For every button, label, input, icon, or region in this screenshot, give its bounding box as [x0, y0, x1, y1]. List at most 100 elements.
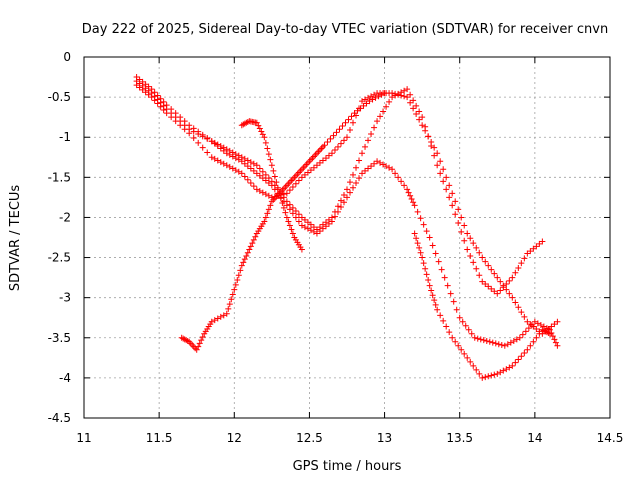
data-point	[327, 135, 334, 142]
data-point	[440, 178, 447, 185]
data-point	[546, 330, 553, 337]
data-point	[333, 129, 340, 136]
data-point	[371, 124, 378, 131]
series-track-5	[238, 118, 305, 253]
data-point	[279, 200, 286, 207]
data-point	[250, 183, 257, 190]
data-point	[377, 159, 384, 166]
data-point	[432, 301, 439, 308]
data-point	[473, 244, 480, 251]
data-point	[340, 191, 347, 198]
data-point	[177, 118, 184, 125]
data-point	[437, 158, 444, 165]
data-point	[368, 131, 375, 138]
series-track-1	[133, 82, 561, 337]
data-point	[365, 94, 372, 101]
data-point	[365, 137, 372, 144]
data-point	[404, 186, 411, 193]
data-point	[310, 164, 317, 171]
data-point	[342, 119, 349, 126]
data-point	[377, 113, 384, 120]
data-point	[524, 346, 531, 353]
data-point	[196, 340, 203, 347]
data-point	[331, 208, 338, 215]
data-point	[256, 187, 263, 194]
data-point	[344, 194, 350, 201]
data-point	[363, 100, 370, 107]
data-point	[298, 246, 305, 253]
data-point	[253, 119, 260, 126]
data-point	[321, 142, 328, 149]
data-point	[232, 151, 239, 158]
data-point	[470, 240, 477, 247]
data-point	[340, 199, 347, 206]
data-point	[383, 103, 390, 110]
data-point	[407, 192, 414, 199]
data-point	[142, 85, 149, 92]
data-point	[288, 226, 295, 233]
data-point	[417, 249, 424, 256]
x-tick-label: 11	[76, 431, 91, 445]
data-point	[163, 106, 170, 113]
y-tick-label: -2.5	[48, 251, 71, 265]
data-point	[258, 128, 265, 135]
data-point	[530, 245, 537, 252]
data-point	[489, 339, 496, 346]
data-point	[208, 154, 215, 161]
data-point	[483, 337, 490, 344]
data-point	[476, 249, 483, 256]
data-point	[551, 336, 558, 343]
data-point	[513, 336, 520, 343]
data-point	[304, 169, 311, 176]
data-point	[533, 334, 540, 341]
plot-frame	[83, 56, 611, 419]
data-point	[503, 286, 510, 293]
data-point	[518, 309, 525, 316]
data-point	[452, 338, 459, 345]
data-point	[431, 297, 438, 304]
data-point	[414, 240, 421, 247]
data-point	[525, 325, 532, 332]
data-point	[365, 165, 372, 172]
data-point	[449, 202, 456, 209]
data-point	[225, 305, 232, 312]
y-axis-title: SDTVAR / TECUs	[8, 185, 23, 292]
data-point	[262, 214, 269, 221]
data-point	[316, 159, 323, 166]
data-point	[368, 163, 375, 170]
data-point	[331, 147, 338, 154]
data-point	[425, 277, 432, 284]
data-point	[214, 157, 221, 164]
data-point	[482, 281, 489, 288]
data-point	[340, 137, 347, 144]
data-point	[229, 149, 236, 156]
data-point	[244, 157, 251, 164]
data-point	[549, 333, 556, 340]
data-point	[512, 269, 519, 276]
data-point	[226, 301, 233, 308]
data-point	[347, 179, 354, 186]
data-point	[250, 236, 257, 243]
data-point	[267, 156, 274, 163]
y-tick-label: -2	[59, 210, 71, 224]
data-point	[506, 277, 513, 284]
data-layer	[133, 74, 561, 381]
data-point	[273, 179, 280, 186]
data-point	[255, 122, 262, 129]
data-point	[249, 240, 256, 247]
data-point	[145, 87, 152, 94]
data-point	[259, 189, 266, 196]
data-point	[512, 299, 519, 306]
data-point	[337, 197, 344, 204]
data-point	[459, 318, 466, 325]
data-point	[362, 96, 369, 103]
data-point	[488, 372, 495, 379]
data-point	[431, 144, 438, 151]
data-point	[527, 342, 534, 349]
data-point	[267, 202, 274, 209]
data-point	[277, 195, 284, 202]
data-point	[416, 116, 423, 123]
data-point	[241, 173, 248, 180]
data-point	[554, 318, 561, 325]
data-point	[488, 266, 495, 273]
